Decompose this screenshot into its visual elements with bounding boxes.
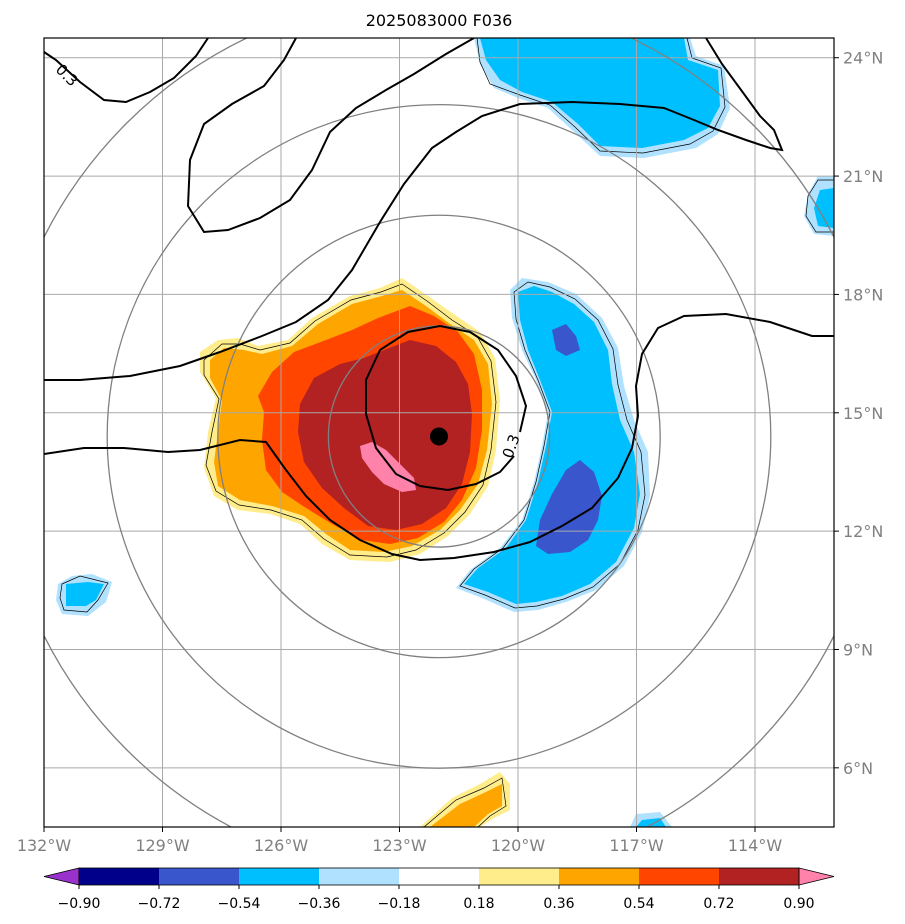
contour-label-center: 0.3: [499, 432, 524, 461]
colorbar-frame: [78, 867, 800, 886]
contour-line-zero-three-loop: [365, 324, 528, 492]
contour-label-nw: 0.3: [52, 60, 82, 90]
fill-cold-east-0.36: [814, 188, 834, 228]
x-tick-label-0: 132°W: [17, 836, 72, 855]
outline-cold-ne: [476, 38, 726, 154]
colorbar-label-7: 0.54: [623, 896, 654, 912]
y-tick-label-6: 6°N: [843, 759, 873, 778]
colorbar-bin-1: [159, 868, 240, 885]
fill-outlines: [59, 38, 834, 827]
y-tick-label-2: 18°N: [843, 285, 883, 304]
x-tick-label-5: 117°W: [609, 836, 664, 855]
colorbar-label-3: −0.36: [298, 896, 341, 912]
x-tick-label-3: 123°W: [372, 836, 427, 855]
outline-warm: [203, 283, 497, 558]
colorbar-label-4: −0.18: [378, 896, 421, 912]
y-axis: 24°N 21°N 18°N 15°N 12°N 9°N 6°N: [834, 49, 883, 778]
x-tick-label-2: 126°W: [254, 836, 309, 855]
colorbar-label-2: −0.54: [218, 896, 261, 912]
colorbar-label-1: −0.72: [138, 896, 181, 912]
fill-warm-0.90: [360, 442, 416, 492]
contour-line-nw-top: [44, 38, 209, 104]
colorbar-label-9: 0.90: [783, 896, 814, 912]
colorbar-bin-8: [719, 868, 800, 885]
y-tick-label-3: 15°N: [843, 404, 883, 423]
fill-cold-0.36: [464, 286, 640, 604]
colorbar-bin-6: [559, 868, 640, 885]
outline-cold-east: [805, 179, 834, 233]
range-ring-3: [106, 103, 772, 769]
x-axis: 132°W 129°W 126°W 123°W 120°W 117°W 114°W: [17, 827, 783, 855]
colorbar-label-6: 0.36: [543, 896, 574, 912]
y-tick-label-1: 21°N: [843, 167, 883, 186]
colorbar-extend-high: [798, 867, 835, 886]
colorbar-label-5: 0.18: [463, 896, 494, 912]
colorbar: −0.90 −0.72 −0.54 −0.36 −0.18 0.18 0.36 0.54 0.7…: [43, 867, 835, 912]
colorbar-bin-4: [399, 868, 480, 885]
x-tick-label-4: 120°W: [491, 836, 546, 855]
contour-lines: [44, 38, 834, 562]
colorbar-bin-7: [639, 868, 720, 885]
range-ring-2: [217, 214, 661, 659]
fill-cold-ne-0.36: [480, 38, 720, 148]
fill-cold-west-0.36: [66, 582, 104, 606]
chart-title: 2025083000 F036: [366, 11, 513, 30]
contour-line-nw-loop: [186, 38, 475, 234]
y-tick-label-4: 12°N: [843, 522, 883, 541]
colorbar-extend-low: [43, 867, 80, 886]
fill-warm-0.72: [298, 340, 472, 530]
colorbar-bin-2: [239, 868, 320, 885]
colorbar-bin-5: [479, 868, 560, 885]
contour-line-ne: [44, 38, 784, 381]
fill-warm-south-0.36: [430, 784, 502, 827]
colorbar-label-0: −0.90: [58, 896, 101, 912]
colorbar-bin-3: [319, 868, 400, 885]
outline-cold: [459, 281, 646, 609]
map-frame: [43, 37, 835, 828]
contour-line-south-sweep: [44, 312, 834, 562]
outline-warm-south: [423, 777, 507, 827]
x-tick-label-6: 114°W: [728, 836, 783, 855]
colorbar-label-8: 0.72: [703, 896, 734, 912]
colorbar-bin-0: [79, 868, 160, 885]
outline-cold-west: [59, 575, 109, 613]
x-tick-label-1: 129°W: [135, 836, 190, 855]
fill-cold-0.54-small: [552, 324, 580, 356]
map-area: 0.3 0.3: [44, 38, 834, 827]
y-tick-label-0: 24°N: [843, 49, 883, 68]
y-tick-label-5: 9°N: [843, 640, 873, 659]
storm-center-marker: [430, 427, 448, 446]
